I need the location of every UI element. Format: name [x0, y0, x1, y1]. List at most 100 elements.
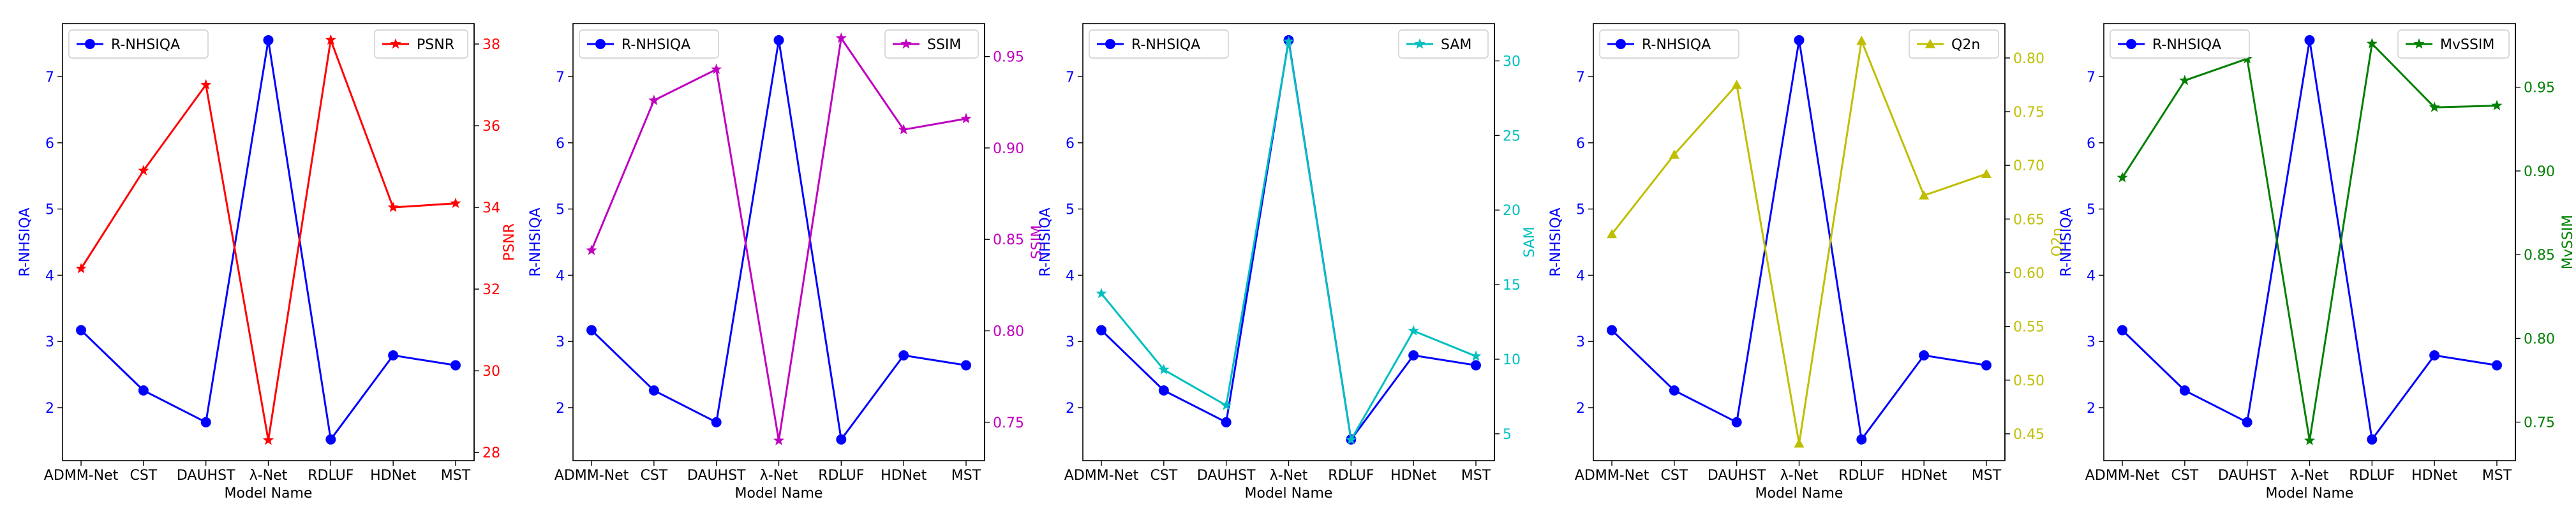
right-y-tick-label: 38	[482, 37, 500, 53]
data-point-r-nhsiqa-dauhst	[200, 417, 211, 427]
left-y-tick-label: 7	[45, 70, 54, 85]
x-tick-label: HDNet	[1901, 468, 1947, 484]
data-point-ssim-mst	[960, 113, 972, 124]
series-line-r-nhsiqa	[2121, 39, 2498, 441]
axes-frame	[1082, 23, 1495, 461]
data-point-q2n-hdnet	[1919, 190, 1930, 200]
right-y-tick-label: 0.75	[993, 415, 1024, 431]
legend-marker-r-nhsiqa	[2126, 39, 2136, 49]
data-point-r-nhsiqa-cst	[648, 385, 659, 396]
data-point-ssim-rdluf	[835, 32, 847, 43]
x-tick-label: ADMM-Net	[2085, 468, 2160, 484]
right-y-tick-label: 30	[1503, 54, 1521, 70]
legend-marker-r-nhsiqa	[85, 39, 95, 49]
left-y-tick-label: 5	[45, 202, 54, 218]
chart-panel-1: ADMM-Net CST DAUHST λ-Net RDLUF HDNet MST Model…	[17, 23, 517, 501]
legend-label-sam: SAM	[1441, 37, 1471, 53]
x-tick-label: CST	[1150, 468, 1177, 484]
data-point-r-nhsiqa-mst	[450, 360, 461, 371]
x-tick-label: RDLUF	[1838, 468, 1884, 484]
left-y-tick-label: 5	[2087, 202, 2096, 218]
x-tick-label: RDLUF	[1328, 468, 1374, 484]
right-y-tick-label: 10	[1503, 352, 1521, 368]
legend-left: R-NHSIQA	[1089, 29, 1229, 59]
left-y-tick-label: 6	[1066, 136, 1075, 152]
x-axis-label: Model Name	[1245, 486, 1333, 501]
x-tick-label: DAUHST	[1197, 468, 1256, 484]
data-point-r-nhsiqa-dauhst	[711, 417, 722, 427]
right-y-tick-label: 0.90	[2524, 164, 2555, 180]
data-point-r-nhsiqa-mst	[1981, 360, 1992, 371]
left-y-tick-label: 5	[1066, 202, 1075, 218]
left-y-tick-label: 6	[45, 136, 54, 152]
legend-label-r-nhsiqa: R-NHSIQA	[1131, 37, 1200, 53]
x-tick-label: HDNet	[370, 468, 416, 484]
legend-label-r-nhsiqa: R-NHSIQA	[1642, 37, 1711, 53]
left-y-tick-label: 5	[556, 202, 565, 218]
series-line-ssim	[590, 37, 967, 442]
right-y-tick-label: 5	[1503, 427, 1512, 443]
right-y-tick-label: 0.65	[2013, 212, 2044, 228]
data-point-r-nhsiqa-cst	[2179, 385, 2190, 396]
axes-frame	[62, 23, 475, 461]
right-y-tick-label: 25	[1503, 128, 1521, 144]
series-line-q2n	[1611, 40, 1987, 445]
x-tick-label: ADMM-Net	[555, 468, 629, 484]
data-point-ssim-dauhst	[711, 63, 722, 74]
x-tick-label: RDLUF	[308, 468, 354, 484]
x-axis-label: Model Name	[2266, 486, 2354, 501]
data-point-r-nhsiqa-hdnet	[1919, 350, 1930, 360]
right-y-tick-label: 0.50	[2013, 373, 2044, 389]
data-point-r-nhsiqa-mst	[960, 360, 971, 371]
left-y-tick-label: 2	[556, 401, 565, 417]
left-y-tick-label: 2	[1576, 401, 1585, 417]
legend-box	[884, 29, 979, 59]
x-tick-label: CST	[2171, 468, 2198, 484]
legend-marker-r-nhsiqa	[1616, 39, 1626, 49]
left-y-tick-label: 7	[556, 70, 565, 85]
data-point-r-nhsiqa-cst	[1669, 385, 1679, 396]
right-y-tick-label: 15	[1503, 278, 1521, 293]
right-y-tick-label: 0.95	[993, 50, 1024, 66]
chart-panel-5: ADMM-Net CST DAUHST λ-Net RDLUF HDNet MST Model…	[2059, 23, 2576, 501]
data-point-psnr-hdnet	[387, 202, 399, 212]
data-point-r-nhsiqa-rdluf	[1856, 434, 1867, 445]
data-point-sam-hdnet	[1408, 325, 1419, 336]
x-tick-label: CST	[640, 468, 667, 484]
axes-frame	[2103, 23, 2516, 461]
data-point-ssim-cst	[648, 94, 660, 105]
right-y-axis-label: Q2n	[2050, 228, 2066, 256]
left-y-axis-label: R-NHSIQA	[1548, 207, 1564, 276]
legend-right: Q2n	[1909, 29, 1999, 59]
data-point-q2n-admm-net	[1607, 228, 1618, 239]
data-point-q2n-dauhst	[1731, 79, 1742, 89]
legend-label-psnr: PSNR	[417, 37, 454, 53]
legend-box	[1398, 29, 1489, 59]
data-point-r-nhsiqa-net	[263, 34, 274, 45]
x-tick-label: HDNet	[2411, 468, 2457, 484]
data-point-q2n-net	[1794, 438, 1805, 448]
x-tick-label: ADMM-Net	[1575, 468, 1649, 484]
data-point-sam-rdluf	[1345, 434, 1357, 445]
right-y-tick-label: 20	[1503, 203, 1521, 219]
x-tick-label: λ-Net	[2291, 468, 2329, 484]
left-y-tick-label: 3	[1576, 334, 1585, 350]
data-point-sam-dauhst	[1221, 399, 1232, 410]
left-y-tick-label: 6	[2087, 136, 2096, 152]
right-y-tick-label: 0.75	[2013, 105, 2044, 121]
data-point-r-nhsiqa-mst	[2491, 360, 2502, 371]
left-y-axis-label: R-NHSIQA	[1038, 207, 1053, 276]
right-y-tick-label: 0.95	[2524, 80, 2555, 96]
series-line-r-nhsiqa	[1100, 39, 1477, 441]
x-tick-label: HDNet	[1390, 468, 1436, 484]
legend-label-q2n: Q2n	[1951, 37, 1980, 53]
data-point-mvssim-net	[2304, 434, 2316, 445]
legend-left: R-NHSIQA	[579, 29, 719, 59]
data-point-r-nhsiqa-rdluf	[836, 434, 847, 445]
right-y-tick-label: 0.75	[2524, 415, 2555, 431]
left-y-tick-label: 7	[2087, 70, 2096, 85]
right-y-tick-label: 0.80	[993, 324, 1024, 340]
legend-marker-r-nhsiqa	[1105, 39, 1115, 49]
axes-frame	[1593, 23, 2006, 461]
data-point-r-nhsiqa-net	[773, 34, 784, 45]
